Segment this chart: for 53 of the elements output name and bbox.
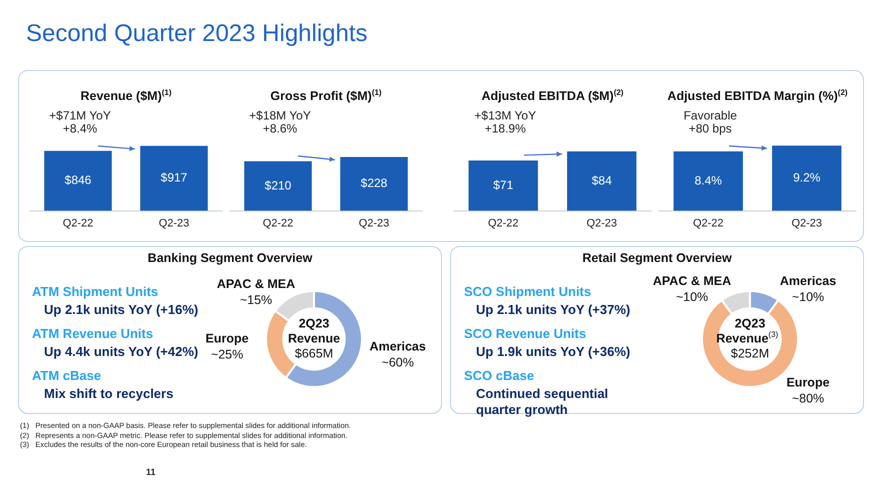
data-label: ~80% xyxy=(792,391,824,406)
text: +$71M YoY +8.4% xyxy=(49,108,111,136)
slice-label: Americas xyxy=(780,274,836,288)
data-label: ~60% xyxy=(382,356,414,370)
data-label: ~25% xyxy=(210,348,244,362)
data-label: $228 xyxy=(360,176,388,190)
slice-label: APAC & MEA xyxy=(652,274,732,288)
chart-title: Retail Segment Overview xyxy=(581,251,733,265)
data-label: $84 xyxy=(592,173,612,188)
x-tick-label: Q2-22 xyxy=(62,217,94,230)
text: Up 1.9k units YoY (+36%) xyxy=(476,344,632,360)
text: +$18M YoY +8.6% xyxy=(249,108,311,136)
x-tick-label: Q2-23 xyxy=(586,217,618,230)
x-tick-label: Q2-22 xyxy=(692,217,724,230)
text: Second Quarter 2023 Highlights xyxy=(26,20,368,48)
data-label: 9.2% xyxy=(793,170,821,185)
data-label: ~15% xyxy=(240,293,272,308)
slice-label: APAC & MEA xyxy=(216,277,296,292)
data-label: ~10% xyxy=(676,290,708,304)
text: ATM Shipment Units xyxy=(32,284,160,300)
x-tick-label: Q2-22 xyxy=(262,217,294,230)
data-label: $846 xyxy=(64,173,92,188)
text: 2Q23 Revenue $665M xyxy=(288,316,340,360)
text: ATM cBase xyxy=(32,368,102,384)
data-label: $917 xyxy=(160,170,188,185)
text: SCO Revenue Units xyxy=(464,326,588,342)
chart-title: Adjusted EBITDA ($M)$^{(2)}$ xyxy=(480,88,624,104)
chart-title: Gross Profit ($M)$^{(1)}$ xyxy=(269,88,383,104)
slice-label: Europe xyxy=(786,375,830,390)
data-label: $210 xyxy=(264,178,292,192)
data-label: ~10% xyxy=(792,290,824,304)
text: +$13M YoY +18.9% xyxy=(474,108,536,136)
text: SCO cBase xyxy=(464,368,536,384)
slice-label: Americas xyxy=(370,340,426,354)
text: Up 2.1k units YoY (+37%) xyxy=(476,302,632,318)
x-tick-label: Q2-23 xyxy=(158,217,190,230)
data-label: 8.4% xyxy=(694,173,722,188)
chart-title: Adjusted EBITDA Margin (%)$^{(2)}$ xyxy=(666,88,849,104)
text: SCO Shipment Units xyxy=(464,284,592,300)
text: Continued sequential quarter growth xyxy=(476,386,610,418)
slice-label: Europe xyxy=(206,332,249,346)
x-tick-label: Q2-23 xyxy=(791,217,822,230)
text: Up 4.4k units YoY (+42%) xyxy=(44,344,200,360)
text: Favorable +80 bps xyxy=(684,108,738,136)
text: ATM Revenue Units xyxy=(32,326,154,342)
chart-title: Revenue ($M)$^{(1)}$ xyxy=(79,88,173,104)
x-tick-label: Q2-23 xyxy=(358,217,390,230)
text: Up 2.1k units YoY (+16%) xyxy=(44,302,200,318)
text: Mix shift to recyclers xyxy=(44,386,174,402)
data-label: $71 xyxy=(493,178,514,192)
text: 11 xyxy=(146,467,156,477)
x-tick-label: Q2-22 xyxy=(488,217,519,230)
chart-title: Banking Segment Overview xyxy=(146,251,314,265)
